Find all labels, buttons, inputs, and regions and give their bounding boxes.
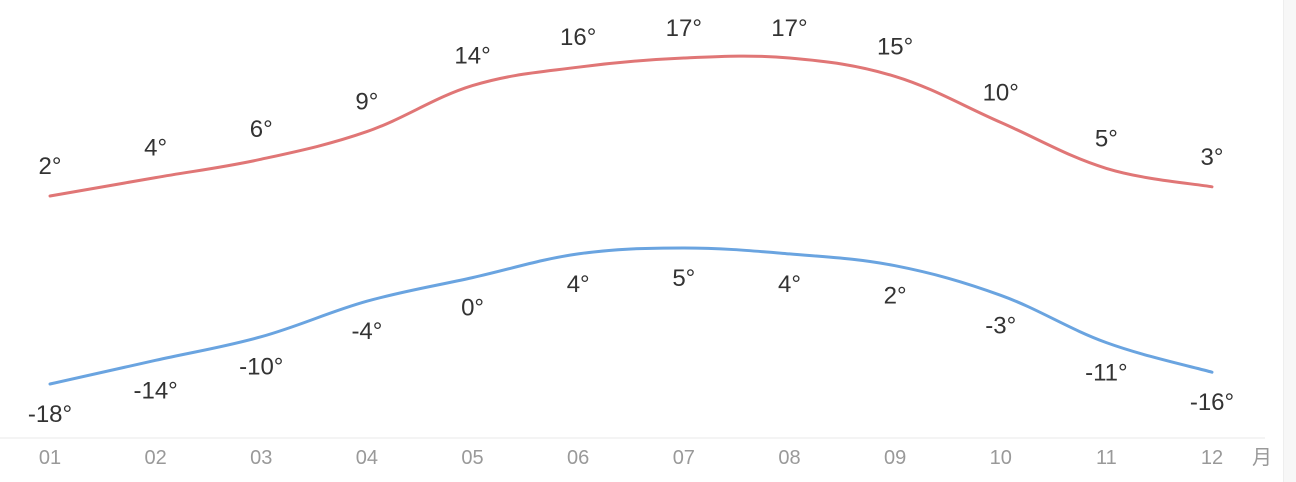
data-label-high-01: 2° bbox=[39, 153, 62, 180]
x-tick-label-01: 01 bbox=[39, 447, 61, 469]
x-tick-label-02: 02 bbox=[145, 447, 167, 469]
x-tick-label-08: 08 bbox=[778, 447, 800, 469]
data-label-low-04: -4° bbox=[351, 318, 382, 345]
data-label-low-11: -11° bbox=[1085, 360, 1128, 387]
data-label-high-03: 6° bbox=[250, 116, 273, 143]
x-tick-label-11: 11 bbox=[1096, 447, 1117, 469]
x-tick-label-04: 04 bbox=[356, 447, 378, 469]
series-line-high bbox=[48, 54, 1214, 198]
data-label-low-07: 5° bbox=[672, 265, 695, 292]
x-tick-label-05: 05 bbox=[461, 447, 483, 469]
data-label-high-09: 15° bbox=[877, 33, 913, 60]
data-label-low-08: 4° bbox=[778, 271, 801, 298]
series-lines bbox=[48, 54, 1214, 386]
x-tick-label-12: 12 bbox=[1201, 447, 1223, 469]
data-label-high-12: 3° bbox=[1201, 144, 1224, 171]
data-label-high-07: 17° bbox=[666, 15, 702, 42]
data-label-low-12: -16° bbox=[1190, 389, 1234, 416]
x-axis-ticks: 01 02 03 04 05 06 07 08 09 10 11 12 bbox=[39, 447, 1223, 469]
data-label-high-08: 17° bbox=[771, 15, 807, 42]
data-label-low-03: -10° bbox=[239, 354, 283, 381]
x-tick-label-07: 07 bbox=[673, 447, 695, 469]
data-label-high-04: 9° bbox=[355, 89, 378, 116]
data-label-high-05: 14° bbox=[454, 43, 490, 70]
data-label-high-10: 10° bbox=[983, 79, 1019, 106]
series-line-low bbox=[48, 246, 1214, 386]
data-label-low-05: 0° bbox=[461, 295, 484, 322]
data-labels: 2° 4° 6° 9° 14° 16° 17° 17° 15° 10° 5° 3° -18° -14° -1… bbox=[28, 15, 1234, 428]
data-label-high-06: 16° bbox=[560, 24, 596, 51]
scrollbar-track[interactable] bbox=[1283, 0, 1296, 482]
x-tick-label-10: 10 bbox=[990, 447, 1012, 469]
data-label-low-10: -3° bbox=[985, 312, 1016, 339]
data-label-low-09: 2° bbox=[884, 283, 907, 310]
data-label-low-02: -14° bbox=[133, 377, 177, 404]
x-axis-unit-label: 月 bbox=[1252, 445, 1272, 469]
data-label-high-11: 5° bbox=[1095, 125, 1118, 152]
x-tick-label-09: 09 bbox=[884, 447, 906, 469]
data-label-high-02: 4° bbox=[144, 135, 167, 162]
x-tick-label-03: 03 bbox=[250, 447, 272, 469]
data-label-low-01: -18° bbox=[28, 401, 72, 428]
data-label-low-06: 4° bbox=[567, 271, 590, 298]
x-tick-label-06: 06 bbox=[567, 447, 589, 469]
